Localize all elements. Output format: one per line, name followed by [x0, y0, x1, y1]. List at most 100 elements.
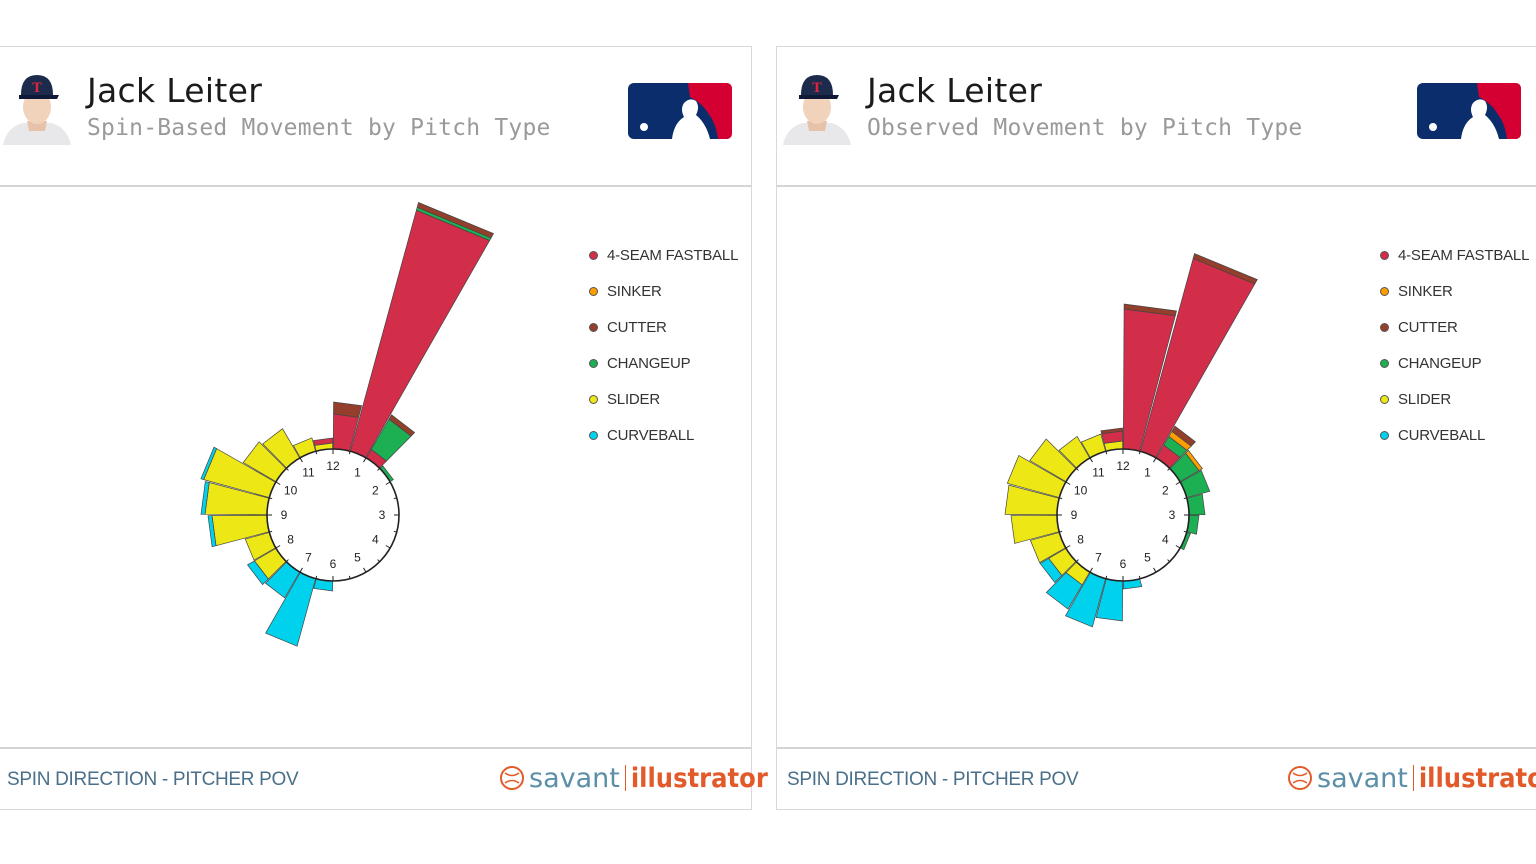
legend-label: SINKER	[1398, 282, 1453, 300]
clock-tick	[1183, 530, 1187, 533]
clock-tick	[1153, 567, 1157, 573]
baseball-icon	[1288, 766, 1312, 790]
player-name: Jack Leiter	[867, 71, 1043, 110]
legend-dot	[589, 286, 598, 296]
clock-label: 2	[1162, 484, 1169, 498]
clock-tick	[348, 451, 351, 455]
clock-label: 11	[302, 466, 315, 480]
player-name: Jack Leiter	[87, 71, 263, 110]
legend-item: CHANGEUP	[1380, 345, 1529, 381]
legend-item: CURVEBALL	[589, 417, 738, 453]
legend-label: CHANGEUP	[1398, 354, 1482, 372]
legend-dot	[1380, 286, 1389, 296]
player-headshot: T	[3, 75, 71, 145]
clock-tick	[1183, 497, 1187, 500]
clock-tick	[1175, 545, 1181, 549]
svg-text:T: T	[812, 81, 822, 96]
mlb-logo-icon	[1417, 83, 1521, 139]
legend-label: 4-SEAM FASTBALL	[1398, 246, 1530, 264]
panel-header: T Jack Leiter Observed Movement by Pitch…	[777, 47, 1536, 187]
clock-label: 4	[1162, 533, 1169, 547]
clock-tick	[299, 457, 303, 463]
clock-label: 8	[287, 533, 294, 547]
bar-sinker	[1185, 449, 1203, 472]
clock-label: 5	[1144, 550, 1151, 564]
clock-label: 10	[1074, 484, 1088, 498]
clock-tick	[1105, 575, 1108, 579]
clock-tick	[315, 575, 318, 579]
panel-footer: SPIN DIRECTION - PITCHER POV savant illu…	[777, 747, 1536, 809]
clock-tick	[1138, 451, 1141, 455]
clock-label: 7	[305, 550, 312, 564]
bar-cutter	[388, 414, 416, 437]
clock-label: 7	[1095, 550, 1102, 564]
clock-tick	[393, 497, 397, 500]
bar-4-seam-fastball	[349, 209, 491, 459]
clock-tick	[385, 545, 391, 549]
bar-cutter	[416, 202, 494, 239]
clock-label: 6	[330, 557, 337, 571]
chart-subtitle: Spin-Based Movement by Pitch Type	[87, 115, 551, 141]
clock-tick	[1167, 559, 1171, 563]
savant-brand[interactable]: savant illustrator	[499, 761, 768, 795]
clock-label: 9	[1071, 508, 1078, 522]
legend-item: 4-SEAM FASTBALL	[1380, 237, 1529, 273]
clock-tick	[1153, 457, 1157, 463]
clock-tick	[377, 467, 381, 471]
svg-text:T: T	[32, 81, 42, 96]
mlb-logo-icon	[628, 83, 732, 139]
legend-item: CHANGEUP	[589, 345, 738, 381]
legend-dot	[1380, 394, 1389, 404]
legend-item: SLIDER	[1380, 381, 1529, 417]
chart-subtitle: Observed Movement by Pitch Type	[867, 115, 1303, 141]
clock-label: 11	[1092, 466, 1105, 480]
clock-tick	[1089, 457, 1093, 463]
bar-curveball	[1039, 557, 1063, 584]
clock-tick	[1065, 481, 1071, 485]
legend-label: CUTTER	[607, 318, 667, 336]
clock-tick	[1175, 481, 1181, 485]
clock-tick	[377, 559, 381, 563]
clock-tick	[363, 567, 367, 573]
clock-label: 8	[1077, 533, 1084, 547]
brand-illustrator-text: illustrator	[1418, 762, 1536, 794]
clock-tick	[1105, 451, 1108, 455]
brand-savant-text: savant	[1317, 762, 1408, 794]
clock-label: 6	[1120, 557, 1127, 571]
player-headshot: T	[783, 75, 851, 145]
clock-tick	[275, 481, 281, 485]
clock-tick	[1065, 545, 1071, 549]
footer-label: SPIN DIRECTION - PITCHER POV	[787, 769, 1079, 790]
clock-tick	[1089, 567, 1093, 573]
legend-dot	[589, 394, 598, 404]
clock-label: 4	[372, 533, 379, 547]
legend-item: SLIDER	[589, 381, 738, 417]
clock-tick	[1138, 575, 1141, 579]
legend-dot	[589, 358, 598, 368]
chart-legend: 4-SEAM FASTBALL SINKER CUTTER CHANGEUP S…	[589, 237, 738, 453]
clock-tick	[1167, 467, 1171, 471]
spin-based-panel: T Jack Leiter Spin-Based Movement by Pit…	[0, 46, 768, 810]
panel-header: T Jack Leiter Spin-Based Movement by Pit…	[0, 47, 751, 187]
clock-tick	[385, 481, 391, 485]
clock-tick	[269, 497, 273, 500]
clock-tick	[285, 467, 289, 471]
clock-label: 2	[372, 484, 379, 498]
brand-savant-text: savant	[529, 762, 620, 794]
clock-tick	[348, 575, 351, 579]
bar-curveball	[246, 560, 269, 586]
brand-illustrator-text: illustrator	[630, 762, 768, 794]
savant-brand[interactable]: savant illustrator	[1287, 761, 1536, 795]
bar-4-seam-fastball	[313, 437, 333, 446]
legend-label: CHANGEUP	[607, 354, 691, 372]
legend-label: SLIDER	[607, 390, 660, 408]
bar-curveball	[207, 515, 217, 548]
clock-label: 12	[326, 459, 340, 473]
bar-curveball	[200, 481, 210, 515]
legend-label: 4-SEAM FASTBALL	[607, 246, 739, 264]
legend-item: CUTTER	[589, 309, 738, 345]
legend-dot	[1380, 322, 1389, 332]
clock-tick	[1075, 467, 1079, 471]
bar-curveball	[1045, 572, 1083, 610]
